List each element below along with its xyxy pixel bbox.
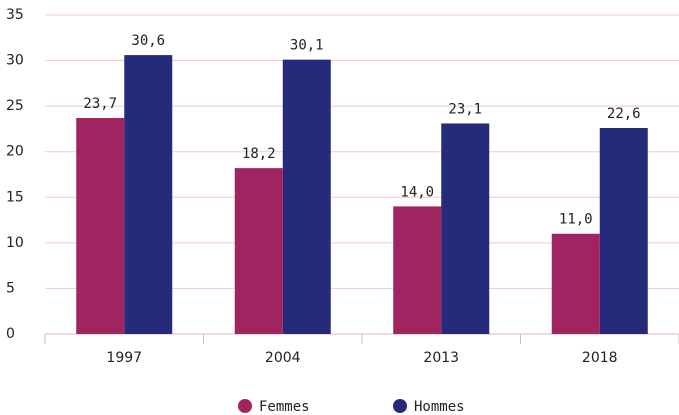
value-label: 23,1 — [448, 101, 482, 117]
value-label: 14,0 — [400, 184, 434, 200]
value-label: 11,0 — [559, 212, 593, 228]
bar — [76, 117, 125, 335]
x-tick-label: 2018 — [582, 350, 618, 366]
y-tick-label: 15 — [6, 189, 24, 205]
y-tick-label: 25 — [6, 98, 24, 114]
bar — [551, 233, 600, 334]
legend-label: Femmes — [259, 399, 310, 415]
y-tick-label: 20 — [6, 144, 24, 160]
bar — [282, 59, 331, 334]
value-label: 23,7 — [83, 96, 117, 112]
y-tick-label: 10 — [6, 235, 24, 251]
bar — [599, 128, 648, 334]
y-tick-label: 5 — [6, 280, 15, 296]
value-label: 18,2 — [242, 146, 276, 162]
x-tick-label: 1997 — [106, 350, 142, 366]
value-label: 30,1 — [290, 38, 324, 54]
bar — [441, 123, 490, 335]
legend-label: Hommes — [414, 399, 465, 415]
legend-marker — [238, 399, 252, 413]
y-tick-label: 35 — [6, 7, 24, 23]
bar — [124, 55, 173, 335]
y-tick-label: 30 — [6, 53, 24, 69]
x-tick-label: 2013 — [423, 350, 459, 366]
value-label: 22,6 — [607, 106, 641, 122]
legend-marker — [393, 399, 407, 413]
value-label: 30,6 — [131, 33, 165, 49]
y-tick-label: 0 — [6, 326, 15, 342]
bar — [393, 206, 442, 334]
bar — [234, 168, 283, 334]
x-tick-label: 2004 — [265, 350, 301, 366]
